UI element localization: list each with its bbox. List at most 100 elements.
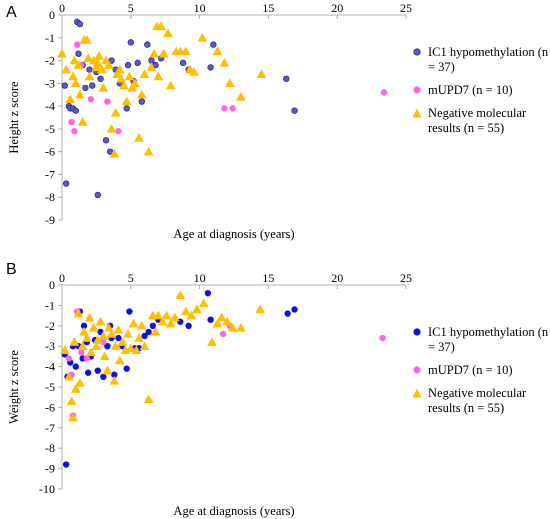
- series-1: [68, 41, 388, 135]
- data-point-triangle: [98, 330, 109, 340]
- y-tick-label: -5: [45, 380, 55, 394]
- data-point-triangle: [85, 347, 96, 357]
- data-point-circle: [179, 59, 187, 67]
- panel-b: B 0 5 10 15 20 25 0 -1 -2 -3 -4 -5 -6 -7 -8 -9 -10 Age at…: [0, 257, 550, 518]
- data-point-circle: [104, 342, 111, 350]
- data-point-triangle: [114, 64, 125, 74]
- data-point-circle: [61, 82, 68, 89]
- series-0: [61, 18, 298, 199]
- data-point-circle: [123, 105, 130, 112]
- data-point-triangle: [94, 50, 105, 60]
- x-tick-label: 15: [262, 1, 274, 15]
- data-point-circle: [97, 75, 104, 82]
- y-tick-label: 0: [49, 8, 55, 22]
- y-tick-label: -6: [45, 145, 55, 159]
- data-point-triangle: [235, 91, 246, 101]
- y-tick-label: -6: [45, 400, 55, 414]
- data-point-triangle: [84, 312, 95, 322]
- y-tick-label: -7: [45, 167, 55, 181]
- data-point-triangle: [88, 322, 99, 332]
- y-tick-label: -2: [45, 319, 55, 333]
- data-point-circle: [78, 349, 85, 356]
- data-point-triangle: [127, 82, 138, 92]
- data-point-circle: [207, 316, 214, 323]
- legend-circle-icon: [413, 328, 421, 336]
- data-point-triangle: [66, 396, 77, 406]
- data-point-circle: [145, 328, 152, 336]
- data-point-circle: [71, 127, 78, 135]
- y-axis-title: Weight z score: [7, 350, 21, 424]
- height-scatter-chart: 0 5 10 15 20 25 0 -1 -2 -3 -4 -5 -6 -7 -8 -9 Age at diag…: [7, 1, 412, 241]
- legend-triangle-icon: [412, 108, 422, 118]
- data-point-triangle: [99, 351, 110, 361]
- y-tick-label: -1: [45, 298, 55, 312]
- data-point-triangle: [83, 53, 94, 63]
- data-point-circle: [134, 59, 141, 67]
- data-point-circle: [68, 118, 75, 126]
- y-tick-label: -4: [45, 99, 55, 113]
- data-point-triangle: [163, 28, 173, 37]
- panel-b-letter: B: [6, 261, 17, 278]
- y-tick-label: -5: [45, 122, 55, 136]
- data-point-circle: [83, 355, 90, 362]
- data-point-triangle: [68, 412, 78, 422]
- data-point-triangle: [189, 66, 200, 76]
- data-point-triangle: [121, 96, 132, 106]
- data-point-triangle: [153, 71, 164, 81]
- y-tick-label: 0: [49, 278, 55, 292]
- data-point-circle: [84, 369, 92, 376]
- data-point-triangle: [256, 69, 267, 78]
- data-point-triangle: [143, 394, 154, 403]
- legend-circle-icon: [413, 366, 421, 374]
- data-point-triangle: [77, 341, 88, 350]
- data-point-circle: [204, 289, 212, 297]
- data-point-circle: [82, 84, 89, 92]
- data-point-triangle: [219, 57, 230, 67]
- x-tick-label: 0: [59, 1, 65, 15]
- legend-b: IC1 hypomethylation (n = 37) mUPD7 (n = 1…: [412, 325, 550, 424]
- data-point-circle: [104, 98, 111, 105]
- data-point-triangle: [109, 375, 120, 385]
- x-tick-label: 10: [194, 271, 206, 285]
- data-point-triangle: [212, 318, 223, 328]
- data-point-triangle: [92, 57, 103, 67]
- panel-a: A 0 5 10 15 20 25 0 -1 -2 -3 -4 -5 -6 -7 -8 -9 Age at di…: [0, 0, 550, 255]
- legend-label: IC1 hypomethylation (n = 37): [428, 325, 549, 354]
- data-point-triangle: [110, 107, 121, 117]
- y-tick-label: -8: [45, 441, 55, 455]
- data-point-circle: [283, 75, 290, 82]
- data-point-triangle: [149, 48, 160, 58]
- y-tick-label: -8: [45, 190, 55, 204]
- data-point-triangle: [91, 62, 102, 72]
- data-point-triangle: [124, 71, 135, 81]
- data-point-triangle: [207, 337, 217, 346]
- data-point-triangle: [102, 365, 113, 375]
- data-point-circle: [94, 367, 101, 374]
- series-2: [59, 290, 266, 422]
- legend-item: IC1 hypomethylation (n = 37): [412, 45, 550, 75]
- data-point-circle: [379, 334, 386, 342]
- data-point-triangle: [139, 69, 150, 78]
- y-tick-label: -2: [45, 54, 55, 68]
- data-point-circle: [100, 373, 107, 380]
- data-point-triangle: [165, 80, 176, 90]
- data-point-triangle: [165, 318, 176, 328]
- data-point-circle: [72, 107, 79, 114]
- data-point-triangle: [169, 312, 180, 322]
- data-point-triangle: [191, 304, 202, 314]
- legend-item: Negative molecular results (n = 55): [412, 106, 550, 136]
- data-point-circle: [76, 20, 84, 28]
- data-point-triangle: [153, 310, 164, 320]
- data-point-triangle: [180, 306, 191, 316]
- data-point-triangle: [118, 80, 129, 90]
- panel-a-letter: A: [6, 4, 17, 21]
- y-tick-label: -9: [45, 462, 55, 476]
- data-point-triangle: [227, 322, 238, 332]
- data-point-triangle: [136, 320, 147, 330]
- data-point-triangle: [128, 318, 139, 328]
- y-tick-label: -4: [45, 360, 55, 374]
- data-point-circle: [123, 365, 130, 372]
- y-tick-label: -9: [45, 213, 55, 227]
- data-point-triangle: [68, 71, 78, 81]
- data-point-triangle: [158, 48, 169, 58]
